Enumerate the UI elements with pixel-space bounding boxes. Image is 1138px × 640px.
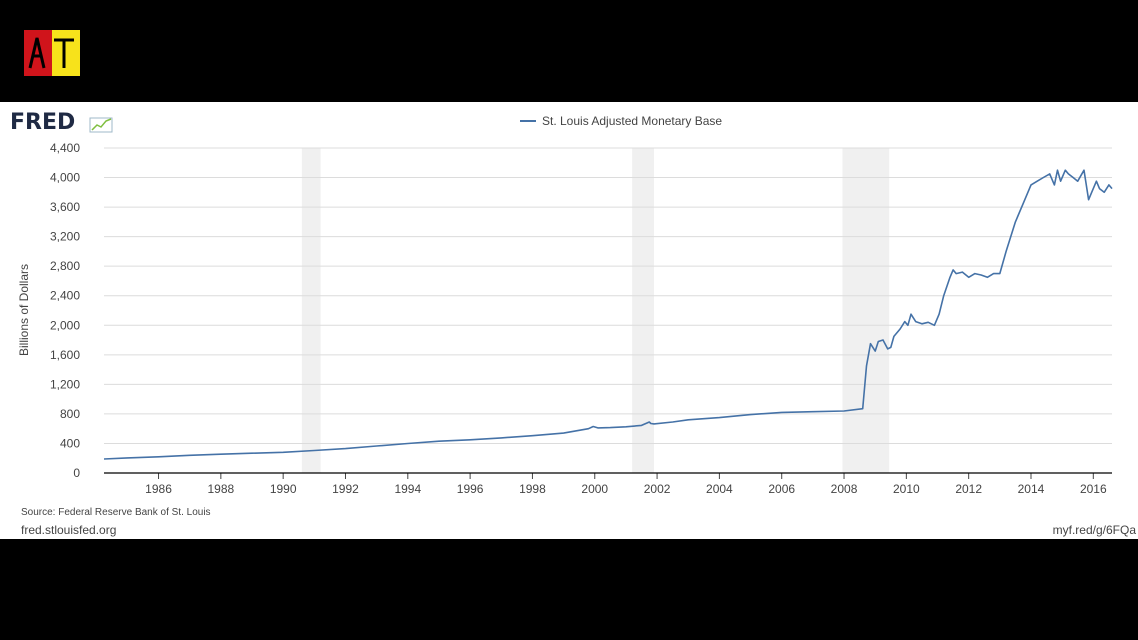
recession-band (842, 148, 890, 473)
y-tick-label: 400 (60, 436, 80, 450)
x-tick-label: 1990 (270, 482, 297, 496)
x-tick-label: 2014 (1018, 482, 1045, 496)
x-tick-label: 1986 (145, 482, 172, 496)
chart-plot: 0 400 800 1,200 1,600 2,000 2,400 2,800 3,200 3,6… (17, 141, 1113, 496)
y-axis-ticks: 0 400 800 1,200 1,600 2,000 2,400 2,800 3,200 3,6… (50, 141, 80, 480)
legend-label: St. Louis Adjusted Monetary Base (542, 114, 723, 128)
y-tick-label: 1,200 (50, 377, 80, 391)
legend-swatch (520, 120, 536, 122)
x-tick-label: 2012 (955, 482, 982, 496)
source-note: Source: Federal Reserve Bank of St. Loui… (21, 507, 211, 518)
x-tick-label: 2010 (893, 482, 920, 496)
fred-chart-panel: 0 400 800 1,200 1,600 2,000 2,400 2,800 3,200 3,6… (0, 102, 1138, 539)
y-tick-label: 3,200 (50, 230, 80, 244)
gridlines (104, 147, 1112, 444)
fred-site-link[interactable]: fred.stlouisfed.org (21, 523, 117, 537)
fred-logo: FRED (10, 108, 116, 139)
x-tick-label: 2004 (706, 482, 733, 496)
y-tick-label: 0 (73, 466, 80, 480)
y-tick-label: 2,000 (50, 318, 80, 332)
x-tick-label: 1992 (332, 482, 359, 496)
recession-shading-layer (301, 148, 890, 473)
x-tick-label: 2006 (768, 482, 795, 496)
channel-logo (24, 30, 80, 76)
y-tick-label: 800 (60, 407, 80, 421)
short-url-link[interactable]: myf.red/g/6FQa (1052, 523, 1136, 537)
channel-logo-letter-a (28, 37, 46, 69)
fred-logo-graph-icon (91, 118, 112, 131)
fred-logo-text: FRED (10, 110, 75, 134)
recession-band (301, 148, 321, 473)
x-tick-label: 2016 (1080, 482, 1107, 496)
y-tick-label: 3,600 (50, 200, 80, 214)
x-tick-label: 2000 (581, 482, 608, 496)
x-tick-label: 1998 (519, 482, 546, 496)
channel-logo-letter-t (54, 38, 74, 68)
channel-logo-red-block (24, 30, 52, 76)
y-tick-label: 1,600 (50, 348, 80, 362)
y-tick-label: 2,800 (50, 259, 80, 273)
channel-logo-yellow-block (52, 30, 80, 76)
x-tick-label: 1994 (394, 482, 421, 496)
recession-band (632, 148, 654, 473)
y-tick-label: 4,000 (50, 171, 80, 185)
series-line (103, 169, 1113, 460)
y-axis-title: Billions of Dollars (17, 264, 31, 356)
x-tick-label: 2008 (831, 482, 858, 496)
x-tick-label: 1988 (207, 482, 234, 496)
y-tick-label: 4,400 (50, 141, 80, 155)
x-tick-label: 1996 (457, 482, 484, 496)
y-tick-label: 2,400 (50, 289, 80, 303)
x-tick-label: 2002 (644, 482, 671, 496)
x-axis-ticks: 1986 1988 1990 1992 1994 1996 1998 2000 2002 2004… (145, 473, 1107, 496)
chart-legend: St. Louis Adjusted Monetary Base (520, 114, 722, 128)
